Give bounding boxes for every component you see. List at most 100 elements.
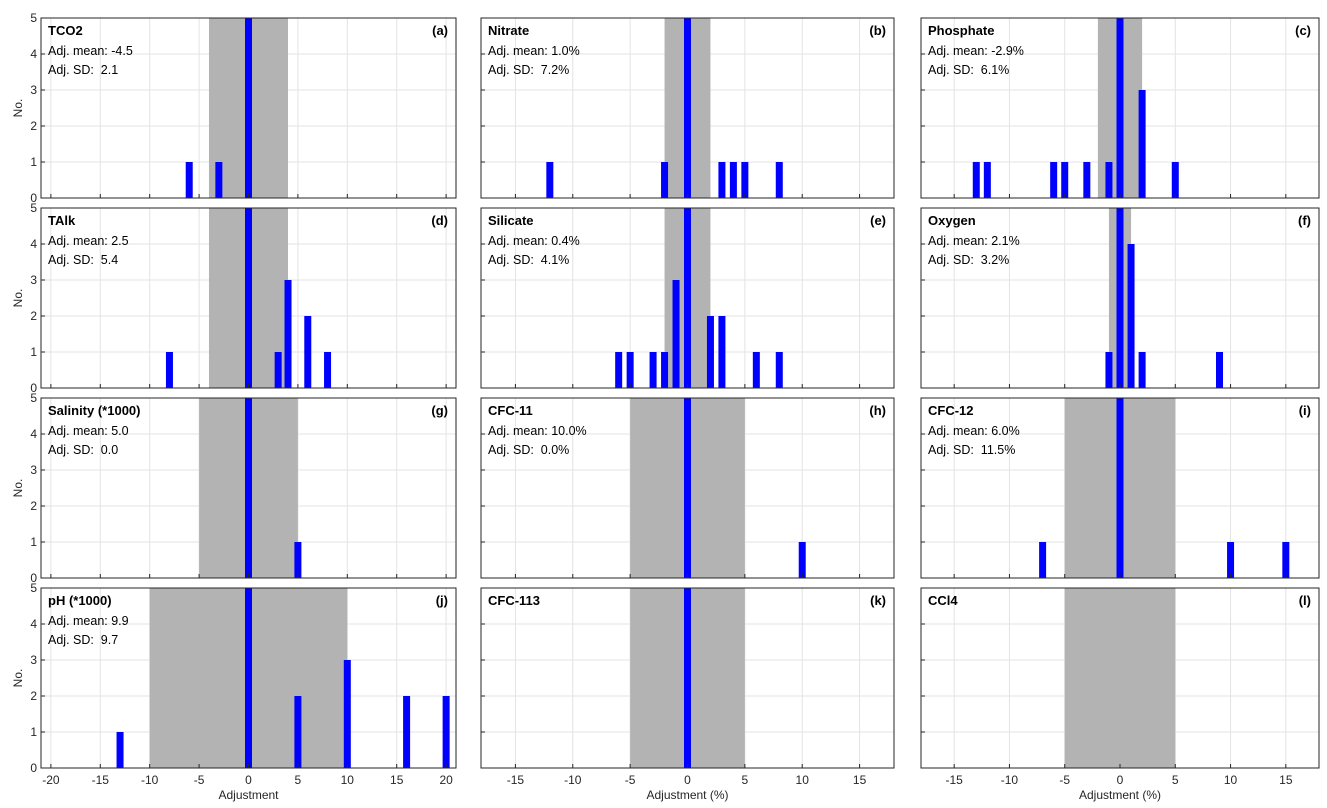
panel-i: CFC-12 (i) Adj. mean: 6.0% Adj. SD: 11.5% (920, 397, 1320, 579)
panel-letter: (l) (1299, 593, 1311, 608)
y-tick-label: 2 (30, 119, 37, 133)
y-tick-label: 0 (30, 381, 37, 395)
panel-title: Nitrate (488, 23, 529, 38)
y-tick-label: 4 (30, 237, 37, 251)
bar (1050, 162, 1058, 198)
y-tick-label: 3 (30, 653, 37, 667)
y-tick-label: 2 (30, 689, 37, 703)
adj-mean-text: Adj. mean: 1.0% (488, 44, 580, 58)
bar (1227, 542, 1235, 578)
bar (1061, 162, 1069, 198)
x-tick-label: 15 (853, 773, 867, 787)
panel-title: CCl4 (928, 593, 958, 608)
adj-mean-text: Adj. mean: 10.0% (488, 424, 587, 438)
x-tick-label: -15 (507, 773, 525, 787)
bar (1127, 244, 1135, 388)
y-tick-label: 1 (30, 725, 37, 739)
x-axis-label: Adjustment (218, 788, 279, 802)
bar (116, 732, 124, 768)
bar (1116, 398, 1124, 578)
adj-mean-text: Adj. mean: 9.9 (48, 614, 129, 628)
x-tick-label: 0 (684, 773, 691, 787)
bar (1039, 542, 1047, 578)
panel-g: 0 1 2 3 4 5 No. Salinity (*1000) (g) Adj. mean: 5… (11, 391, 457, 585)
panel-letter: (f) (1298, 213, 1311, 228)
panel-letter: (d) (431, 213, 448, 228)
adj-mean-text: Adj. mean: -4.5 (48, 44, 133, 58)
bar (294, 542, 302, 578)
bar (798, 542, 806, 578)
bar (215, 162, 223, 198)
y-axis-label: No. (11, 99, 25, 118)
bar (294, 696, 302, 768)
bar (245, 398, 252, 578)
panel-letter: (c) (1295, 23, 1311, 38)
bar (661, 352, 669, 388)
panel-letter: (g) (431, 403, 448, 418)
panel-letter: (k) (870, 593, 886, 608)
panel-b: Nitrate (b) Adj. mean: 1.0% Adj. SD: 7.2% (480, 17, 895, 199)
adj-sd-text: Adj. SD: 9.7 (48, 633, 118, 647)
adj-mean-text: Adj. mean: 5.0 (48, 424, 129, 438)
panel-d: 0 1 2 3 4 5 No. TAlk (d) Adj. mean: 2.5 Adj. SD: 5… (11, 201, 457, 395)
bar (284, 280, 292, 388)
bar (729, 162, 737, 198)
x-tick-label: 20 (439, 773, 453, 787)
y-tick-label: 0 (30, 191, 37, 205)
bar (546, 162, 554, 198)
x-tick-label: 0 (245, 773, 252, 787)
y-tick-label: 2 (30, 499, 37, 513)
y-tick-label: 0 (30, 571, 37, 585)
bar (1171, 162, 1179, 198)
bar (741, 162, 749, 198)
y-tick-label: 3 (30, 463, 37, 477)
bar (972, 162, 980, 198)
bar (672, 280, 680, 388)
x-tick-label: -15 (92, 773, 110, 787)
x-tick-label: 10 (1224, 773, 1238, 787)
x-tick-label: -10 (1001, 773, 1019, 787)
panel-title: CFC-12 (928, 403, 974, 418)
y-tick-label: 3 (30, 83, 37, 97)
adj-sd-text: Adj. SD: 0.0% (488, 443, 569, 457)
y-tick-label: 1 (30, 345, 37, 359)
y-tick-label: 4 (30, 47, 37, 61)
y-tick-label: 5 (30, 391, 37, 405)
y-tick-label: 5 (30, 581, 37, 595)
bar (775, 352, 783, 388)
panel-letter: (e) (870, 213, 886, 228)
panel-j: 0 1 2 3 4 5 No. -20 -15 -10 -5 0 5 10 15 20 Adjustment pH… (11, 581, 457, 802)
bar (684, 588, 691, 768)
y-tick-label: 4 (30, 617, 37, 631)
bar (1105, 162, 1113, 198)
bar (1105, 352, 1113, 388)
x-tick-label: 15 (1279, 773, 1293, 787)
panel-title: CFC-11 (488, 403, 533, 418)
panel-letter: (b) (869, 23, 886, 38)
panel-e: Silicate (e) Adj. mean: 0.4% Adj. SD: 4.1% (480, 207, 895, 389)
x-tick-label: 15 (390, 773, 404, 787)
bar (245, 18, 252, 198)
panel-title: Oxygen (928, 213, 976, 228)
adj-mean-text: Adj. mean: -2.9% (928, 44, 1024, 58)
bar (442, 696, 450, 768)
x-tick-label: 5 (1172, 773, 1179, 787)
panel-title: Silicate (488, 213, 534, 228)
x-tick-label: -10 (564, 773, 582, 787)
y-tick-label: 3 (30, 273, 37, 287)
adj-mean-text: Adj. mean: 6.0% (928, 424, 1020, 438)
bar (1138, 90, 1146, 198)
bar (165, 352, 173, 388)
panel-title: TAlk (48, 213, 76, 228)
panel-title: Phosphate (928, 23, 994, 38)
adj-sd-text: Adj. SD: 11.5% (928, 443, 1015, 457)
y-axis-label: No. (11, 479, 25, 498)
x-tick-label: -15 (945, 773, 963, 787)
bar (304, 316, 312, 388)
x-tick-label: 5 (742, 773, 749, 787)
bar (245, 588, 252, 768)
panel-letter: (i) (1299, 403, 1311, 418)
bar (752, 352, 760, 388)
adj-mean-text: Adj. mean: 0.4% (488, 234, 580, 248)
